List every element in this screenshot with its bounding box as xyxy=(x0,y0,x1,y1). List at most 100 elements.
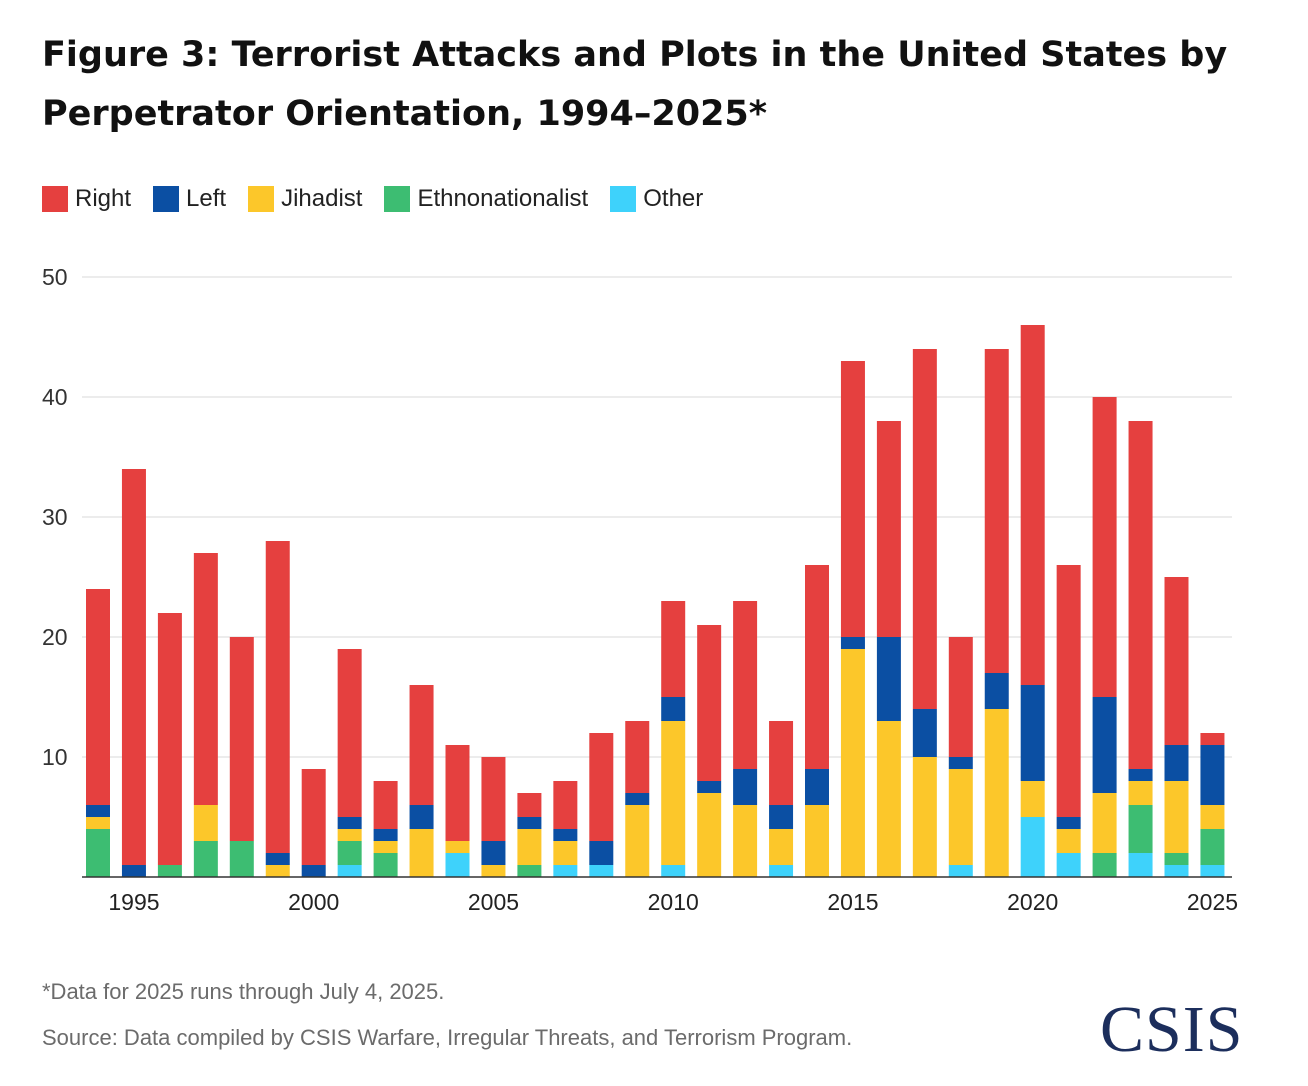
bar-ethnonationalist-2006 xyxy=(517,865,542,877)
legend-swatch-ethnonationalist xyxy=(384,186,411,212)
legend-item-left: Left xyxy=(153,185,226,213)
bar-jihadist-2007 xyxy=(553,841,578,865)
legend-label-ethnonationalist: Ethnonationalist xyxy=(417,185,589,212)
bar-right-1997 xyxy=(193,553,218,805)
bar-right-2004 xyxy=(445,745,470,841)
bar-left-2008 xyxy=(589,841,614,865)
bar-other-2001 xyxy=(337,865,362,877)
bar-right-2005 xyxy=(481,757,506,841)
bar-left-2012 xyxy=(733,769,758,805)
legend-item-ethnonationalist: Ethnonationalist xyxy=(384,185,588,213)
bar-other-2018 xyxy=(948,865,973,877)
bar-jihadist-2022 xyxy=(1092,793,1117,853)
bar-jihadist-2021 xyxy=(1056,829,1081,853)
bar-jihadist-1997 xyxy=(193,805,218,841)
x-tick-label-2015: 2015 xyxy=(827,889,878,915)
bar-other-2010 xyxy=(661,865,686,877)
bar-right-2017 xyxy=(912,349,937,709)
bar-left-2006 xyxy=(517,817,542,829)
bar-ethnonationalist-2023 xyxy=(1128,805,1153,853)
bar-jihadist-2011 xyxy=(697,793,722,877)
x-tick-label-1995: 1995 xyxy=(108,889,159,915)
bar-left-2009 xyxy=(625,793,650,805)
legend-label-right: Right xyxy=(75,185,132,212)
bar-jihadist-2017 xyxy=(912,757,937,877)
bar-left-2010 xyxy=(661,697,686,721)
bar-left-2013 xyxy=(769,805,794,829)
bar-ethnonationalist-1998 xyxy=(229,841,254,877)
legend-item-right: Right xyxy=(42,185,131,213)
bar-right-2022 xyxy=(1092,397,1117,697)
bar-left-2007 xyxy=(553,829,578,841)
bar-left-2015 xyxy=(840,637,865,649)
bar-ethnonationalist-2001 xyxy=(337,841,362,865)
legend-label-left: Left xyxy=(186,185,227,212)
x-tick-label-2000: 2000 xyxy=(288,889,339,915)
bar-jihadist-2006 xyxy=(517,829,542,865)
bar-right-2018 xyxy=(948,637,973,757)
bar-left-1994 xyxy=(86,805,110,817)
bar-right-2021 xyxy=(1056,565,1081,817)
legend-swatch-right xyxy=(42,186,68,212)
legend-swatch-jihadist xyxy=(248,186,275,212)
bar-ethnonationalist-2024 xyxy=(1164,853,1189,865)
bar-right-1998 xyxy=(229,637,254,841)
bar-left-2000 xyxy=(301,865,326,877)
bar-other-2004 xyxy=(445,853,470,877)
bar-other-2020 xyxy=(1020,817,1045,877)
source-note: Source: Data compiled by CSIS Warfare, I… xyxy=(42,1025,853,1050)
chart-title: Figure 3: Terrorist Attacks and Plots in… xyxy=(42,35,1228,134)
y-tick-label-30: 30 xyxy=(42,504,68,530)
legend-swatch-other xyxy=(610,186,637,212)
bar-ethnonationalist-1996 xyxy=(157,865,182,877)
bar-right-2010 xyxy=(661,601,686,697)
x-tick-label-2020: 2020 xyxy=(1007,889,1058,915)
bar-right-2015 xyxy=(840,361,865,637)
bar-right-2013 xyxy=(769,721,794,805)
bar-left-2011 xyxy=(697,781,722,793)
bar-other-2007 xyxy=(553,865,578,877)
legend-item-jihadist: Jihadist xyxy=(248,185,362,213)
stacked-bar-chart: 10 20 30 40 50 1995 2000 2005 2010 2015 2020 2025 xyxy=(42,264,1238,915)
bar-right-2025 xyxy=(1200,733,1225,745)
bar-jihadist-2013 xyxy=(769,829,794,865)
legend-label-other: Other xyxy=(643,185,704,212)
bar-left-2019 xyxy=(984,673,1009,709)
bar-right-2006 xyxy=(517,793,542,817)
bar-left-2003 xyxy=(409,805,434,829)
bar-left-1995 xyxy=(121,865,146,877)
bar-left-2023 xyxy=(1128,769,1153,781)
legend-item-other: Other xyxy=(610,185,703,213)
bar-left-2017 xyxy=(912,709,937,757)
bar-other-2008 xyxy=(589,865,614,877)
x-tick-label-2010: 2010 xyxy=(648,889,699,915)
bar-right-2019 xyxy=(984,349,1009,673)
bar-right-1999 xyxy=(265,541,290,853)
bar-right-1996 xyxy=(157,613,182,865)
bar-left-2002 xyxy=(373,829,398,841)
bar-right-2009 xyxy=(625,721,650,793)
bar-left-2024 xyxy=(1164,745,1189,781)
bar-jihadist-2024 xyxy=(1164,781,1189,853)
bar-jihadist-2025 xyxy=(1200,805,1225,829)
bar-left-2005 xyxy=(481,841,506,865)
bar-other-2023 xyxy=(1128,853,1153,877)
bar-right-2014 xyxy=(805,565,829,769)
bar-left-2018 xyxy=(948,757,973,769)
bar-right-2000 xyxy=(301,769,326,865)
bar-ethnonationalist-1994 xyxy=(86,829,110,877)
bar-left-2016 xyxy=(876,637,901,721)
bar-other-2013 xyxy=(769,865,794,877)
bar-right-2024 xyxy=(1164,577,1189,745)
bar-left-2001 xyxy=(337,817,362,829)
bar-right-2007 xyxy=(553,781,578,829)
bar-jihadist-1994 xyxy=(86,817,110,829)
bar-other-2025 xyxy=(1200,865,1225,877)
legend-swatch-left xyxy=(153,186,180,212)
bar-jihadist-2003 xyxy=(409,829,434,877)
bar-left-2025 xyxy=(1200,745,1225,805)
bar-right-2016 xyxy=(876,421,901,637)
bar-right-1995 xyxy=(121,469,146,865)
bar-right-2008 xyxy=(589,733,614,841)
bar-ethnonationalist-2025 xyxy=(1200,829,1225,865)
